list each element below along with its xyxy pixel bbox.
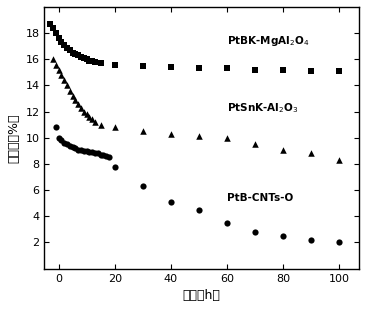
Point [86, 150, 92, 155]
Point [336, 240, 342, 245]
Point [70, 145, 75, 150]
Point [103, 154, 109, 159]
Point [53, 125, 59, 130]
Point [112, 62, 117, 67]
Point [336, 69, 342, 74]
Point [101, 152, 107, 157]
Point [53, 31, 59, 36]
Point [309, 151, 314, 156]
Point [84, 148, 90, 153]
Point [70, 50, 75, 55]
Point [98, 152, 104, 157]
Point [86, 58, 92, 63]
Point [86, 114, 92, 119]
Point [78, 105, 84, 110]
Point [59, 73, 64, 78]
Point [81, 56, 87, 61]
Point [84, 112, 90, 117]
Point [168, 65, 174, 70]
Text: PtBK-MgAl$_2$O$_4$: PtBK-MgAl$_2$O$_4$ [227, 34, 309, 48]
Point [112, 164, 117, 169]
Point [98, 61, 104, 66]
Point [280, 147, 286, 152]
Point [89, 117, 95, 122]
Point [50, 57, 56, 62]
Point [252, 67, 258, 72]
Y-axis label: 转化率（%）: 转化率（%） [7, 113, 20, 163]
Point [67, 48, 73, 53]
Point [47, 22, 53, 27]
Point [98, 122, 104, 127]
Point [252, 142, 258, 147]
Point [92, 151, 98, 156]
Point [168, 199, 174, 204]
Point [61, 42, 67, 47]
Point [168, 131, 174, 136]
Point [64, 83, 70, 88]
Point [75, 53, 81, 58]
Text: PtSnK-Al$_2$O$_3$: PtSnK-Al$_2$O$_3$ [227, 102, 298, 116]
Point [64, 45, 70, 50]
Point [112, 125, 117, 130]
Point [92, 120, 98, 125]
X-axis label: 时间（h）: 时间（h） [183, 289, 221, 302]
Point [106, 155, 112, 160]
Point [59, 138, 64, 143]
Point [81, 109, 87, 114]
Point [53, 62, 59, 67]
Point [72, 52, 78, 57]
Point [89, 150, 95, 155]
Point [224, 66, 230, 71]
Point [280, 234, 286, 239]
Point [140, 63, 146, 68]
Point [72, 97, 78, 102]
Point [196, 134, 202, 139]
Point [252, 230, 258, 235]
Point [70, 93, 75, 98]
Point [336, 158, 342, 163]
Point [67, 143, 73, 148]
Point [56, 36, 61, 41]
Point [309, 69, 314, 74]
Point [75, 147, 81, 152]
Point [78, 147, 84, 152]
Point [224, 135, 230, 140]
Point [92, 59, 98, 64]
Point [196, 66, 202, 71]
Point [309, 237, 314, 242]
Point [196, 207, 202, 212]
Point [140, 184, 146, 189]
Point [67, 88, 73, 93]
Point [224, 220, 230, 225]
Point [95, 151, 101, 156]
Point [81, 148, 87, 153]
Text: PtB-CNTs-O: PtB-CNTs-O [227, 193, 293, 203]
Point [64, 142, 70, 147]
Point [78, 54, 84, 59]
Point [140, 129, 146, 134]
Point [59, 40, 64, 45]
Point [280, 67, 286, 72]
Point [50, 25, 56, 30]
Point [84, 57, 90, 62]
Point [56, 67, 61, 72]
Point [61, 78, 67, 83]
Point [72, 146, 78, 151]
Point [56, 135, 61, 140]
Point [89, 58, 95, 63]
Point [75, 101, 81, 106]
Point [61, 141, 67, 146]
